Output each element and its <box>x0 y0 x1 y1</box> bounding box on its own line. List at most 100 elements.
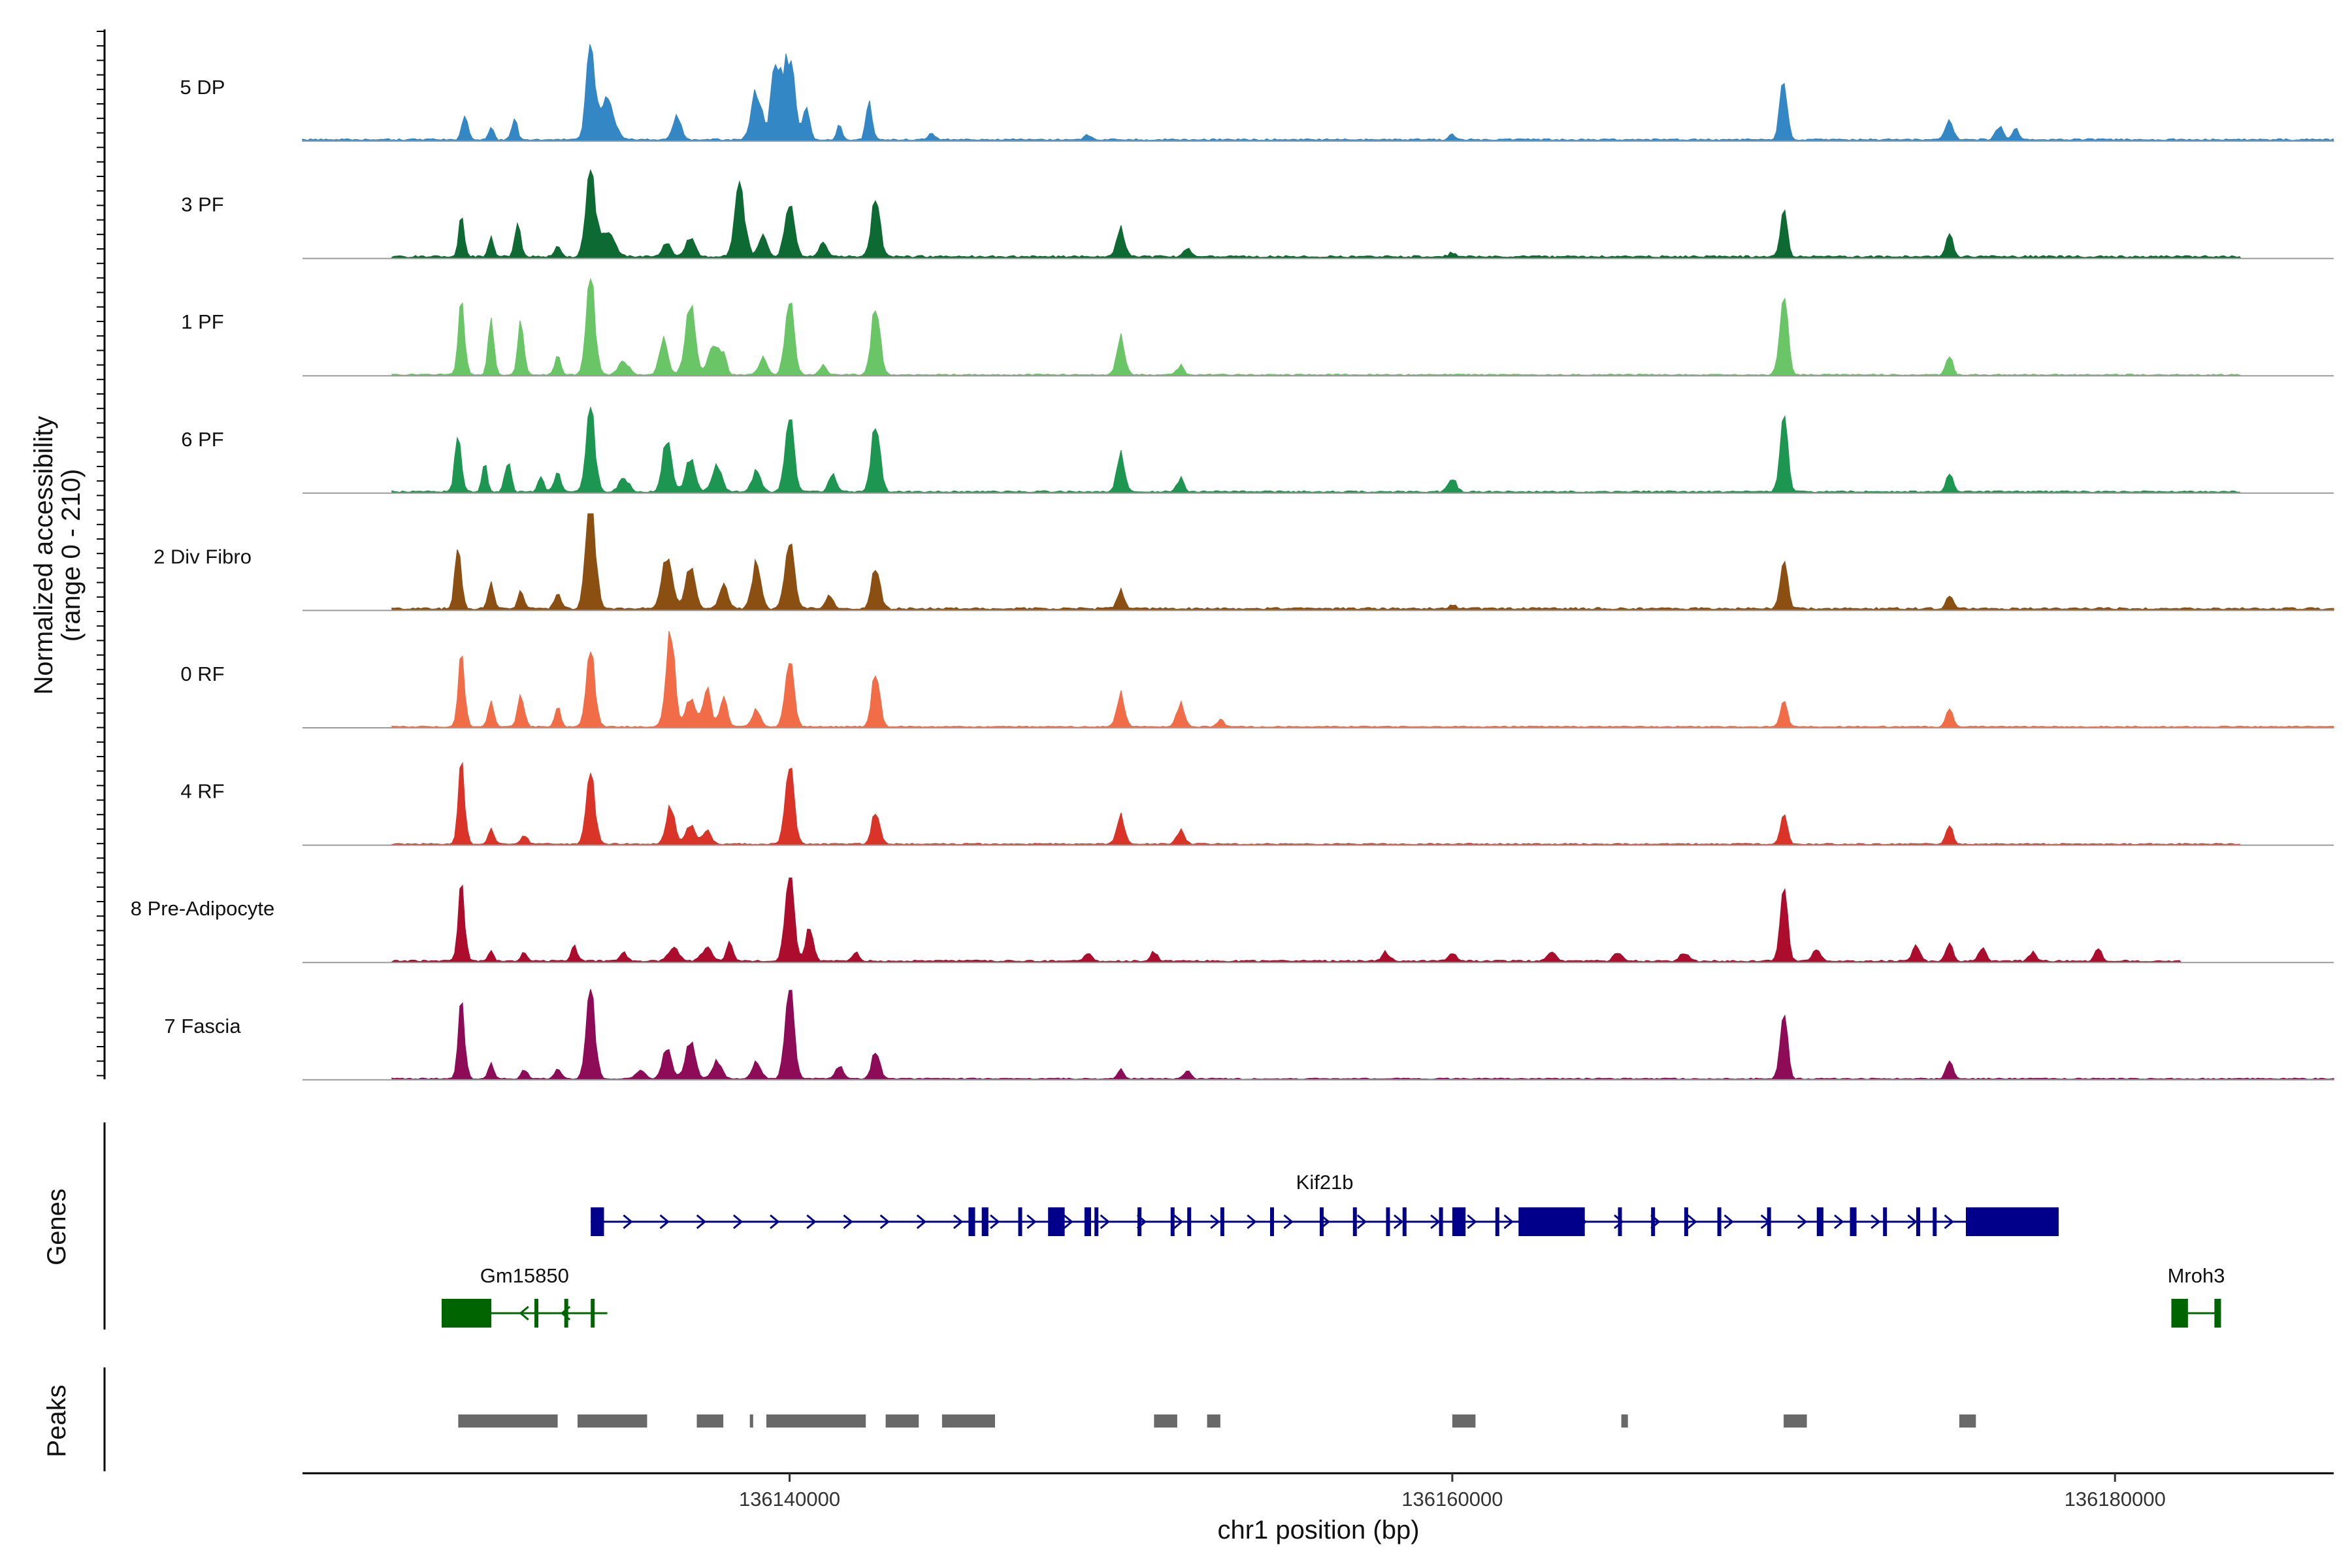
exon <box>1137 1207 1142 1236</box>
exon <box>1018 1207 1022 1236</box>
peak-region <box>578 1414 647 1428</box>
track-1-pf: 1 PF <box>181 278 2334 377</box>
exon <box>1816 1207 1823 1236</box>
track-5-dp: 5 DP <box>180 44 2334 142</box>
gene-gm15850: Gm15850 <box>442 1264 608 1328</box>
strand-arrow <box>1723 1214 1734 1230</box>
x-tick-label: 136160000 <box>1401 1488 1503 1511</box>
x-axis-ticks: 136140000 136160000 136180000 <box>739 1473 2166 1511</box>
peak-region <box>1621 1414 1628 1428</box>
strand-arrow <box>843 1214 853 1230</box>
strand-arrow <box>1026 1214 1037 1230</box>
strand-arrow <box>1834 1214 1844 1230</box>
strand-arrow <box>659 1214 670 1230</box>
exon <box>1402 1207 1407 1236</box>
exon <box>1270 1207 1274 1236</box>
strand-arrow <box>1356 1214 1367 1230</box>
strand-arrow <box>1944 1214 1954 1230</box>
exon <box>1084 1207 1091 1236</box>
peak-region <box>766 1414 866 1428</box>
coverage-y-axis <box>97 29 106 1079</box>
coverage-area <box>391 989 2334 1081</box>
strand-arrow <box>1870 1214 1881 1230</box>
exon <box>1439 1207 1443 1236</box>
exon <box>2214 1299 2221 1328</box>
peak-region <box>696 1414 724 1428</box>
strand-arrow <box>1247 1214 1257 1230</box>
coverage-y-label-line2: (range 0 - 210) <box>57 469 86 642</box>
peak-region <box>1452 1414 1476 1428</box>
peak-region <box>885 1414 919 1428</box>
exon <box>1618 1207 1622 1236</box>
strand-arrow <box>879 1214 890 1230</box>
strand-arrow <box>1503 1214 1514 1230</box>
track-label: 4 RF <box>180 780 224 803</box>
coverage-area <box>391 513 2334 611</box>
strand-arrow <box>1283 1214 1294 1230</box>
strand-arrow <box>1467 1214 1477 1230</box>
strand-arrow <box>696 1214 707 1230</box>
exon <box>1352 1207 1357 1236</box>
coverage-area <box>391 406 2242 494</box>
exon <box>1048 1207 1065 1236</box>
peak-region <box>749 1414 753 1428</box>
exon <box>1933 1207 1937 1236</box>
exon <box>1717 1207 1722 1236</box>
exon <box>1220 1207 1224 1236</box>
strand-arrow <box>732 1214 743 1230</box>
x-axis-label: chr1 position (bp) <box>1217 1516 1419 1544</box>
strand-arrow <box>623 1214 633 1230</box>
exon <box>534 1299 538 1328</box>
exon <box>1883 1207 1887 1236</box>
x-tick-label: 136180000 <box>2065 1488 2166 1511</box>
gene-mroh3: Mroh3 <box>2168 1264 2225 1328</box>
strand-arrow <box>953 1214 964 1230</box>
exon <box>1495 1207 1499 1236</box>
exon <box>1320 1207 1324 1236</box>
track-label: 3 PF <box>181 193 223 216</box>
exon <box>1850 1207 1857 1236</box>
exon <box>1651 1207 1656 1236</box>
strand-arrow <box>1614 1214 1624 1230</box>
coverage-area <box>391 877 2183 963</box>
track-8-pre-adipocyte: 8 Pre-Adipocyte <box>131 877 2334 964</box>
strand-arrow <box>1100 1214 1110 1230</box>
coverage-axis-ticks <box>97 31 105 1077</box>
exon <box>2171 1299 2188 1328</box>
coverage-y-label-line1: Normalized accessibility <box>29 416 58 695</box>
exon <box>1966 1207 2059 1236</box>
exon <box>564 1299 568 1328</box>
gene-label: Gm15850 <box>480 1264 569 1287</box>
exon <box>1094 1207 1099 1236</box>
strand-arrow <box>1063 1214 1073 1230</box>
strand-arrow <box>770 1214 780 1230</box>
track-4-rf: 4 RF <box>180 761 2334 846</box>
peak-regions <box>458 1414 1976 1428</box>
track-label: 2 Div Fibro <box>154 545 252 568</box>
strand-arrow <box>519 1305 529 1321</box>
track-label: 1 PF <box>181 310 223 333</box>
peaks-panel-title: Peaks <box>42 1384 71 1457</box>
exon <box>1170 1207 1175 1236</box>
strand-arrow <box>1173 1214 1184 1230</box>
peak-region <box>458 1414 558 1428</box>
track-label: 6 PF <box>181 428 223 451</box>
exon <box>1452 1207 1466 1236</box>
coverage-tracks: 5 DP 3 PF 1 PF 6 PF 2 Div Fibro 0 RF 4 RF 8 Pre… <box>131 44 2334 1081</box>
track-label: 8 Pre-Adipocyte <box>131 897 275 920</box>
track-label: 7 Fascia <box>164 1015 241 1037</box>
track-3-pf: 3 PF <box>181 169 2334 259</box>
exon <box>591 1207 604 1236</box>
gene-label: Kif21b <box>1296 1171 1354 1194</box>
coverage-area <box>391 169 2242 259</box>
peak-region <box>941 1414 995 1428</box>
exon <box>1916 1207 1920 1236</box>
strand-arrow <box>990 1214 1000 1230</box>
gene-kif21b: Kif21b <box>591 1171 2059 1236</box>
exon <box>1187 1207 1192 1236</box>
strand-arrow <box>1394 1214 1404 1230</box>
exon <box>442 1299 492 1328</box>
exon <box>591 1299 595 1328</box>
peak-region <box>1784 1414 1807 1428</box>
